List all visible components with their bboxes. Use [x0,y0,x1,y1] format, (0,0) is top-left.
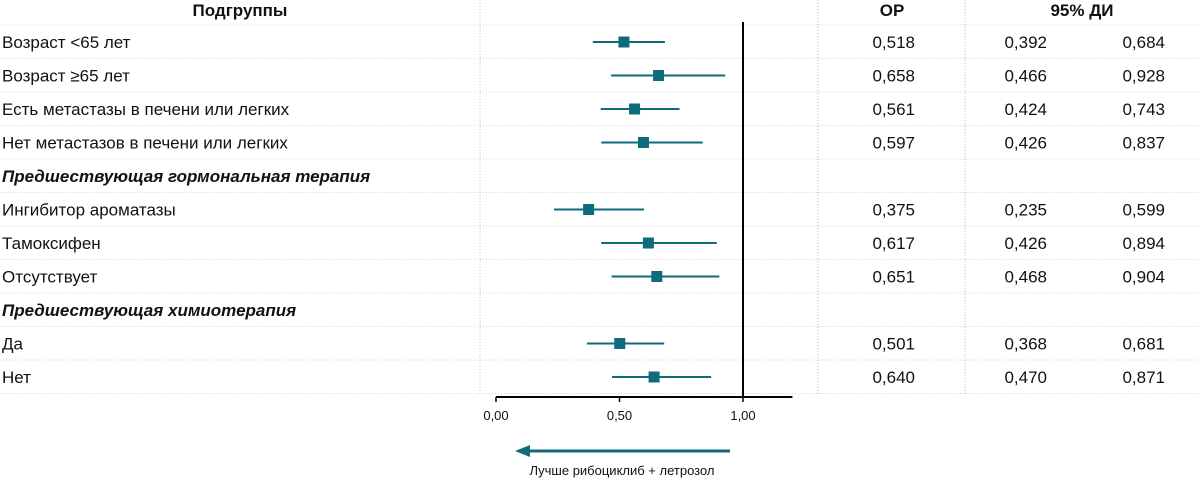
row-label: Возраст <65 лет [2,33,131,52]
ci-lower-value: 0,426 [1004,234,1047,253]
ci-upper-value: 0,837 [1122,134,1165,153]
hr-marker [653,70,665,81]
row-label: Возраст ≥65 лет [2,67,130,86]
ci-lower-value: 0,235 [1004,201,1047,220]
table-rows: Возраст <65 лет 0,518 0,392 0,684 Возраст ≥6… [2,33,1165,387]
group-heading: Предшествующая химиотерапия [2,301,296,320]
hr-marker [614,338,626,349]
x-tick-label: 1,00 [730,408,755,423]
hr-marker [618,36,630,48]
ci-upper-value: 0,599 [1122,201,1165,220]
arrow-head [515,445,530,457]
ci-lower-value: 0,426 [1004,134,1047,153]
hr-value: 0,561 [872,100,915,119]
ci-upper-value: 0,928 [1122,67,1165,86]
x-tick-label: 0,00 [483,408,508,423]
row-label: Есть метастазы в печени или легких [2,100,290,119]
ci-lower-value: 0,424 [1004,100,1047,119]
row-label: Нет [2,368,31,387]
ci-upper-value: 0,871 [1122,368,1165,387]
hr-marker [651,271,663,282]
hr-marker [637,137,649,148]
hr-marker [648,371,660,383]
ci-lower-value: 0,468 [1004,268,1047,287]
ci-upper-value: 0,904 [1122,268,1165,287]
row-label: Да [2,335,24,354]
row-label: Ингибитор ароматазы [2,201,176,220]
ci-upper-value: 0,684 [1122,33,1165,52]
ci-upper-value: 0,681 [1122,335,1165,354]
ci-lower-value: 0,466 [1004,67,1047,86]
row-label: Тамоксифен [2,234,101,253]
grid-lines [0,0,1200,395]
row-label: Отсутствует [2,268,98,287]
hr-value: 0,501 [872,335,915,354]
header-hr: ОР [880,1,905,20]
hr-value: 0,597 [872,134,915,153]
hr-value: 0,375 [872,201,915,220]
group-heading: Предшествующая гормональная терапия [2,167,370,186]
ci-lower-value: 0,470 [1004,368,1047,387]
hr-value: 0,617 [872,234,915,253]
ci-lower-value: 0,368 [1004,335,1047,354]
hr-marker [629,103,641,115]
row-label: Нет метастазов в печени или легких [2,134,288,153]
hr-value: 0,651 [872,268,915,287]
hr-value: 0,658 [872,67,915,86]
hr-marker [583,204,595,215]
x-tick-label: 0,50 [607,408,632,423]
ci-lower-value: 0,392 [1004,33,1047,52]
hr-value: 0,640 [872,368,915,387]
table-headers: Подгруппы ОР 95% ДИ [193,1,1114,20]
hr-marker [642,237,654,249]
header-subgroups: Подгруппы [193,1,288,20]
arrow-label: Лучше рибоциклиб + летрозол [529,463,714,478]
x-axis: 0,00 0,50 1,00 [483,22,793,423]
direction-arrow: Лучше рибоциклиб + летрозол [515,445,730,478]
header-ci: 95% ДИ [1050,1,1113,20]
hr-value: 0,518 [872,33,915,52]
ci-upper-value: 0,743 [1122,100,1165,119]
ci-upper-value: 0,894 [1122,234,1165,253]
